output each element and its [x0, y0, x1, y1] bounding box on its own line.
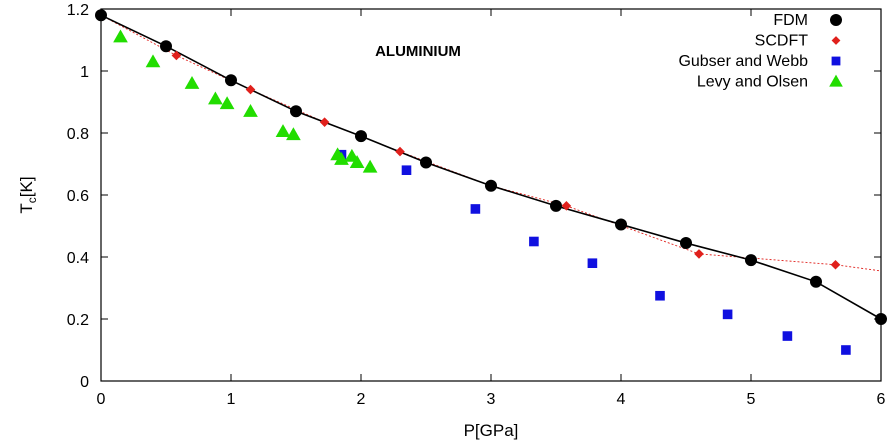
series-points [95, 9, 887, 355]
x-tick-label: 0 [97, 391, 106, 408]
legend-marker-square [831, 56, 841, 66]
legend-marker-diamond [831, 36, 841, 45]
data-point-square [470, 204, 481, 214]
data-point-square [655, 290, 665, 301]
data-point-circle [225, 74, 237, 87]
data-point-diamond [830, 259, 841, 270]
x-tick-label: 3 [487, 391, 496, 408]
data-point-square [722, 309, 733, 320]
data-point-circle [160, 40, 172, 53]
x-tick-label: 5 [747, 391, 756, 408]
x-tick-label: 4 [617, 391, 626, 408]
data-point-triangle [113, 29, 128, 43]
svg-text:Tc[K]: Tc[K] [17, 176, 39, 213]
y-tick-label: 1 [80, 64, 89, 81]
data-point-triangle [145, 54, 161, 68]
tick-group: 0 1 2 3 4 5 6 0 0.2 0.4 0.6 0.8 1 1.2 [67, 2, 886, 408]
data-point-triangle [243, 103, 258, 117]
x-tick-label: 6 [877, 391, 886, 408]
data-point-triangle [184, 76, 200, 89]
data-point-circle [550, 199, 562, 212]
y-tick-label: 0.2 [67, 312, 89, 329]
data-point-circle [745, 254, 757, 267]
data-point-circle [420, 156, 432, 169]
legend-marker-triangle [829, 74, 843, 87]
data-point-triangle [208, 91, 223, 105]
y-axis-title-unit: [K] [17, 176, 36, 197]
data-point-diamond [395, 146, 405, 157]
data-point-diamond [694, 249, 704, 259]
data-point-circle [95, 9, 107, 22]
y-tick-label: 1.2 [67, 2, 89, 19]
data-point-triangle [349, 155, 365, 168]
y-tick-label: 0.8 [67, 126, 89, 143]
y-tick-label: 0.4 [67, 250, 89, 267]
data-point-square [529, 236, 539, 247]
data-point-triangle [275, 124, 291, 137]
chart-annotation: ALUMINIUM [375, 43, 461, 60]
data-point-square [401, 165, 412, 175]
data-point-circle [810, 275, 822, 288]
x-tick-label: 1 [227, 391, 236, 408]
data-point-diamond [171, 50, 182, 61]
data-point-diamond [561, 201, 572, 211]
y-axis-title-main: T [17, 203, 36, 213]
data-point-triangle [362, 159, 378, 173]
legend-label: SCDFT [755, 33, 809, 50]
legend-label: FDM [773, 12, 808, 29]
data-point-circle [680, 237, 692, 250]
data-point-triangle [219, 96, 235, 110]
x-tick-label: 2 [357, 391, 366, 408]
data-point-square [587, 258, 598, 268]
y-tick-label: 0 [80, 374, 89, 391]
data-point-circle [485, 179, 497, 192]
legend-marker-circle [830, 14, 842, 26]
data-point-square [782, 331, 793, 341]
data-point-square [841, 345, 851, 355]
data-point-diamond [245, 84, 256, 95]
legend-label: Gubser and Webb [678, 53, 808, 70]
legend: FDM SCDFT Gubser and Webb Levy and Olsen [678, 12, 843, 91]
data-point-triangle [286, 127, 301, 141]
y-tick-label: 0.6 [67, 188, 89, 205]
data-point-circle [615, 218, 627, 231]
data-point-diamond [319, 117, 330, 127]
y-axis-title-sub: c [25, 197, 39, 203]
legend-label: Levy and Olsen [697, 74, 808, 91]
data-point-circle [290, 105, 302, 118]
data-point-circle [355, 130, 367, 143]
y-axis-title: Tc[K] [17, 176, 39, 213]
data-point-circle [875, 313, 887, 325]
x-axis-title: P[GPa] [464, 421, 519, 440]
